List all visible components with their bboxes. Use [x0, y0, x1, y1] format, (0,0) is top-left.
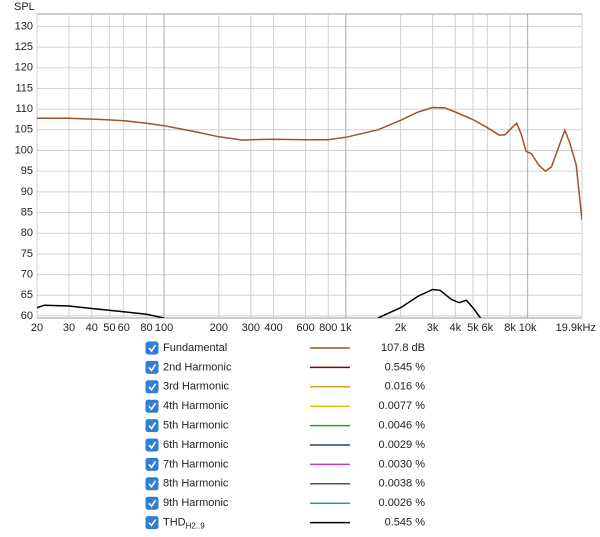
checkbox-check [148, 344, 157, 353]
x-tick-label: 200 [210, 322, 228, 334]
plot-area [36, 13, 583, 319]
legend-value: 0.0046 % [379, 420, 426, 432]
legend-checkbox[interactable] [145, 341, 159, 355]
checkbox-check [148, 480, 157, 489]
legend-label: 8th Harmonic [163, 478, 229, 490]
y-tick-label: 65 [21, 289, 33, 301]
legend-checkbox[interactable] [145, 380, 159, 394]
x-tick-label: 600 [296, 322, 314, 334]
legend-checkbox[interactable] [145, 399, 159, 413]
x-tick-label: 80 [140, 322, 152, 334]
legend-value: 0.0029 % [379, 439, 426, 451]
checkbox-check [148, 402, 157, 411]
y-tick-label: 110 [15, 103, 33, 115]
checkbox-check [148, 363, 157, 372]
y-tick-label: 130 [15, 20, 33, 32]
x-tick-label: 1k [340, 322, 352, 334]
x-tick-label: 40 [86, 322, 98, 334]
legend-value: 0.545 % [385, 517, 426, 529]
y-tick-label: 85 [21, 206, 33, 218]
legend-value: 0.016 % [385, 381, 426, 393]
legend-label: Fundamental [163, 342, 227, 354]
y-tick-label: 125 [15, 41, 33, 53]
x-tick-label: 300 [242, 322, 260, 334]
x-tick-label: 5k [467, 322, 479, 334]
legend-label: 6th Harmonic [163, 439, 229, 451]
legend-value: 0.545 % [385, 361, 426, 373]
checkbox-box [145, 360, 159, 374]
x-tick-label: 19.9kHz [556, 322, 596, 334]
y-tick-label: 80 [21, 227, 33, 239]
x-tick-label: 3k [427, 322, 439, 334]
checkbox-box [145, 496, 159, 510]
checkbox-box [145, 419, 159, 433]
legend-value: 0.0038 % [379, 478, 426, 490]
x-tick-label: 50 [103, 322, 115, 334]
checkbox-check [148, 519, 157, 527]
checkbox-check [148, 499, 157, 508]
legend-value: 0.0026 % [379, 497, 426, 509]
x-tick-label: 60 [118, 322, 130, 334]
legend-label: 4th Harmonic [163, 400, 229, 412]
x-tick-label: 4k [450, 322, 462, 334]
checkbox-box [145, 438, 159, 452]
y-tick-label: 105 [15, 124, 33, 136]
checkbox-check [148, 422, 157, 430]
y-tick-label: 115 [15, 82, 33, 94]
legend-label: 2nd Harmonic [163, 361, 232, 373]
x-tick-label: 6k [482, 322, 494, 334]
legend-checkbox[interactable] [145, 438, 159, 452]
x-tick-label: 20 [31, 322, 43, 334]
legend-checkbox[interactable] [145, 477, 159, 491]
legend-label: THDH2..9 [163, 517, 205, 531]
checkbox-check [148, 441, 157, 450]
legend-label: 3rd Harmonic [163, 381, 230, 393]
legend-value: 107.8 dB [381, 342, 425, 354]
checkbox-box [145, 457, 159, 471]
legend-label: 9th Harmonic [163, 497, 229, 509]
legend-checkbox[interactable] [145, 419, 159, 433]
legend-checkbox[interactable] [145, 516, 159, 530]
x-tick-label: 8k [504, 322, 516, 334]
legend-checkbox[interactable] [145, 457, 159, 471]
series-line [37, 106, 582, 221]
checkbox-check [148, 383, 157, 392]
checkbox-check [148, 460, 157, 469]
y-tick-label: 90 [21, 186, 33, 198]
x-tick-label: 100 [155, 322, 173, 334]
y-tick-label: 75 [21, 248, 33, 260]
legend-label: 7th Harmonic [163, 458, 229, 470]
y-axis-title: SPL [14, 1, 35, 13]
legend-value: 0.0077 % [379, 400, 426, 412]
legend-label-sub: H2..9 [186, 522, 206, 531]
x-tick-label: 800 [319, 322, 337, 334]
y-tick-label: 70 [21, 268, 33, 280]
checkbox-box [145, 380, 159, 394]
x-tick-label: 2k [395, 322, 407, 334]
legend-value: 0.0030 % [379, 458, 426, 470]
y-tick-label: 60 [21, 310, 33, 322]
legend-label: 5th Harmonic [163, 420, 229, 432]
checkbox-box [145, 516, 159, 530]
x-tick-label: 400 [264, 322, 282, 334]
y-tick-label: 100 [15, 144, 33, 156]
x-tick-label: 30 [63, 322, 75, 334]
checkbox-box [145, 399, 159, 413]
legend-checkbox[interactable] [145, 360, 159, 374]
y-tick-label: 120 [15, 62, 33, 74]
checkbox-box [145, 341, 159, 355]
y-tick-label: 95 [21, 165, 33, 177]
x-tick-label: 10k [519, 322, 537, 334]
legend-checkbox[interactable] [145, 496, 159, 510]
checkbox-box [145, 477, 159, 491]
series-line [37, 288, 482, 318]
